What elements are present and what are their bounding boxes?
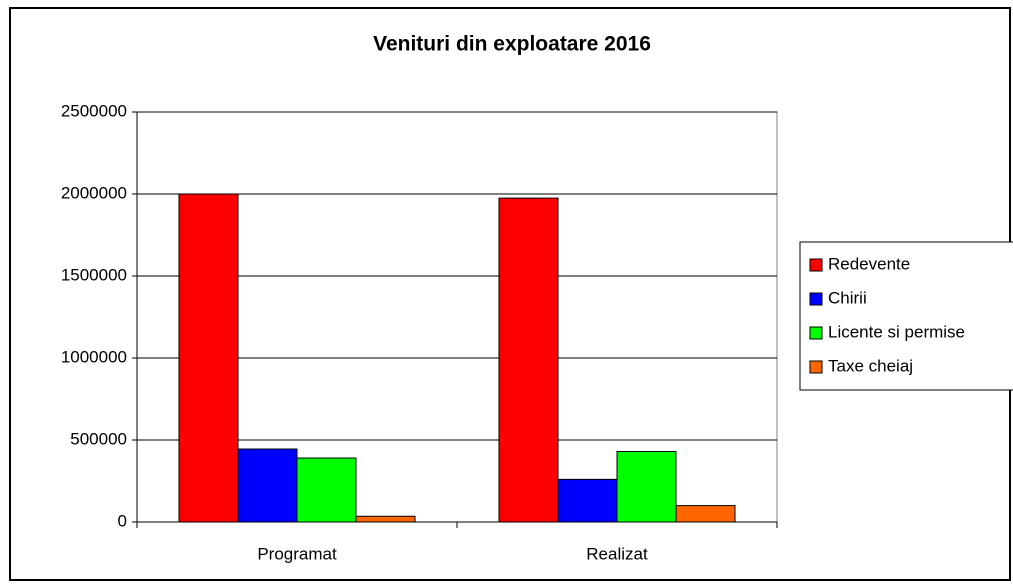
chart-title: Venituri din exploatare 2016 bbox=[373, 33, 651, 56]
y-tick-label: 2500000 bbox=[61, 101, 127, 120]
legend-label: Taxe cheiaj bbox=[828, 356, 913, 375]
legend bbox=[799, 241, 1013, 391]
bar bbox=[675, 505, 736, 523]
legend-label: Licente si permise bbox=[828, 322, 965, 341]
y-tick-label: 2000000 bbox=[61, 183, 127, 202]
bar bbox=[178, 193, 239, 523]
bar bbox=[237, 448, 298, 523]
legend-label: Chirii bbox=[828, 288, 867, 307]
legend-swatch bbox=[809, 292, 823, 306]
legend-swatch bbox=[809, 360, 823, 374]
bar bbox=[557, 478, 618, 523]
y-tick-label: 0 bbox=[118, 511, 127, 530]
legend-swatch bbox=[809, 258, 823, 272]
y-tick-label: 500000 bbox=[70, 429, 127, 448]
bar bbox=[616, 450, 677, 523]
y-tick-label: 1500000 bbox=[61, 265, 127, 284]
bar bbox=[296, 457, 357, 523]
y-tick-label: 1000000 bbox=[61, 347, 127, 366]
bar bbox=[355, 515, 416, 523]
x-tick-label: Programat bbox=[257, 544, 337, 563]
x-tick-label: Realizat bbox=[586, 544, 648, 563]
legend-label: Redevente bbox=[828, 254, 910, 273]
bar bbox=[498, 197, 559, 523]
legend-swatch bbox=[809, 326, 823, 340]
